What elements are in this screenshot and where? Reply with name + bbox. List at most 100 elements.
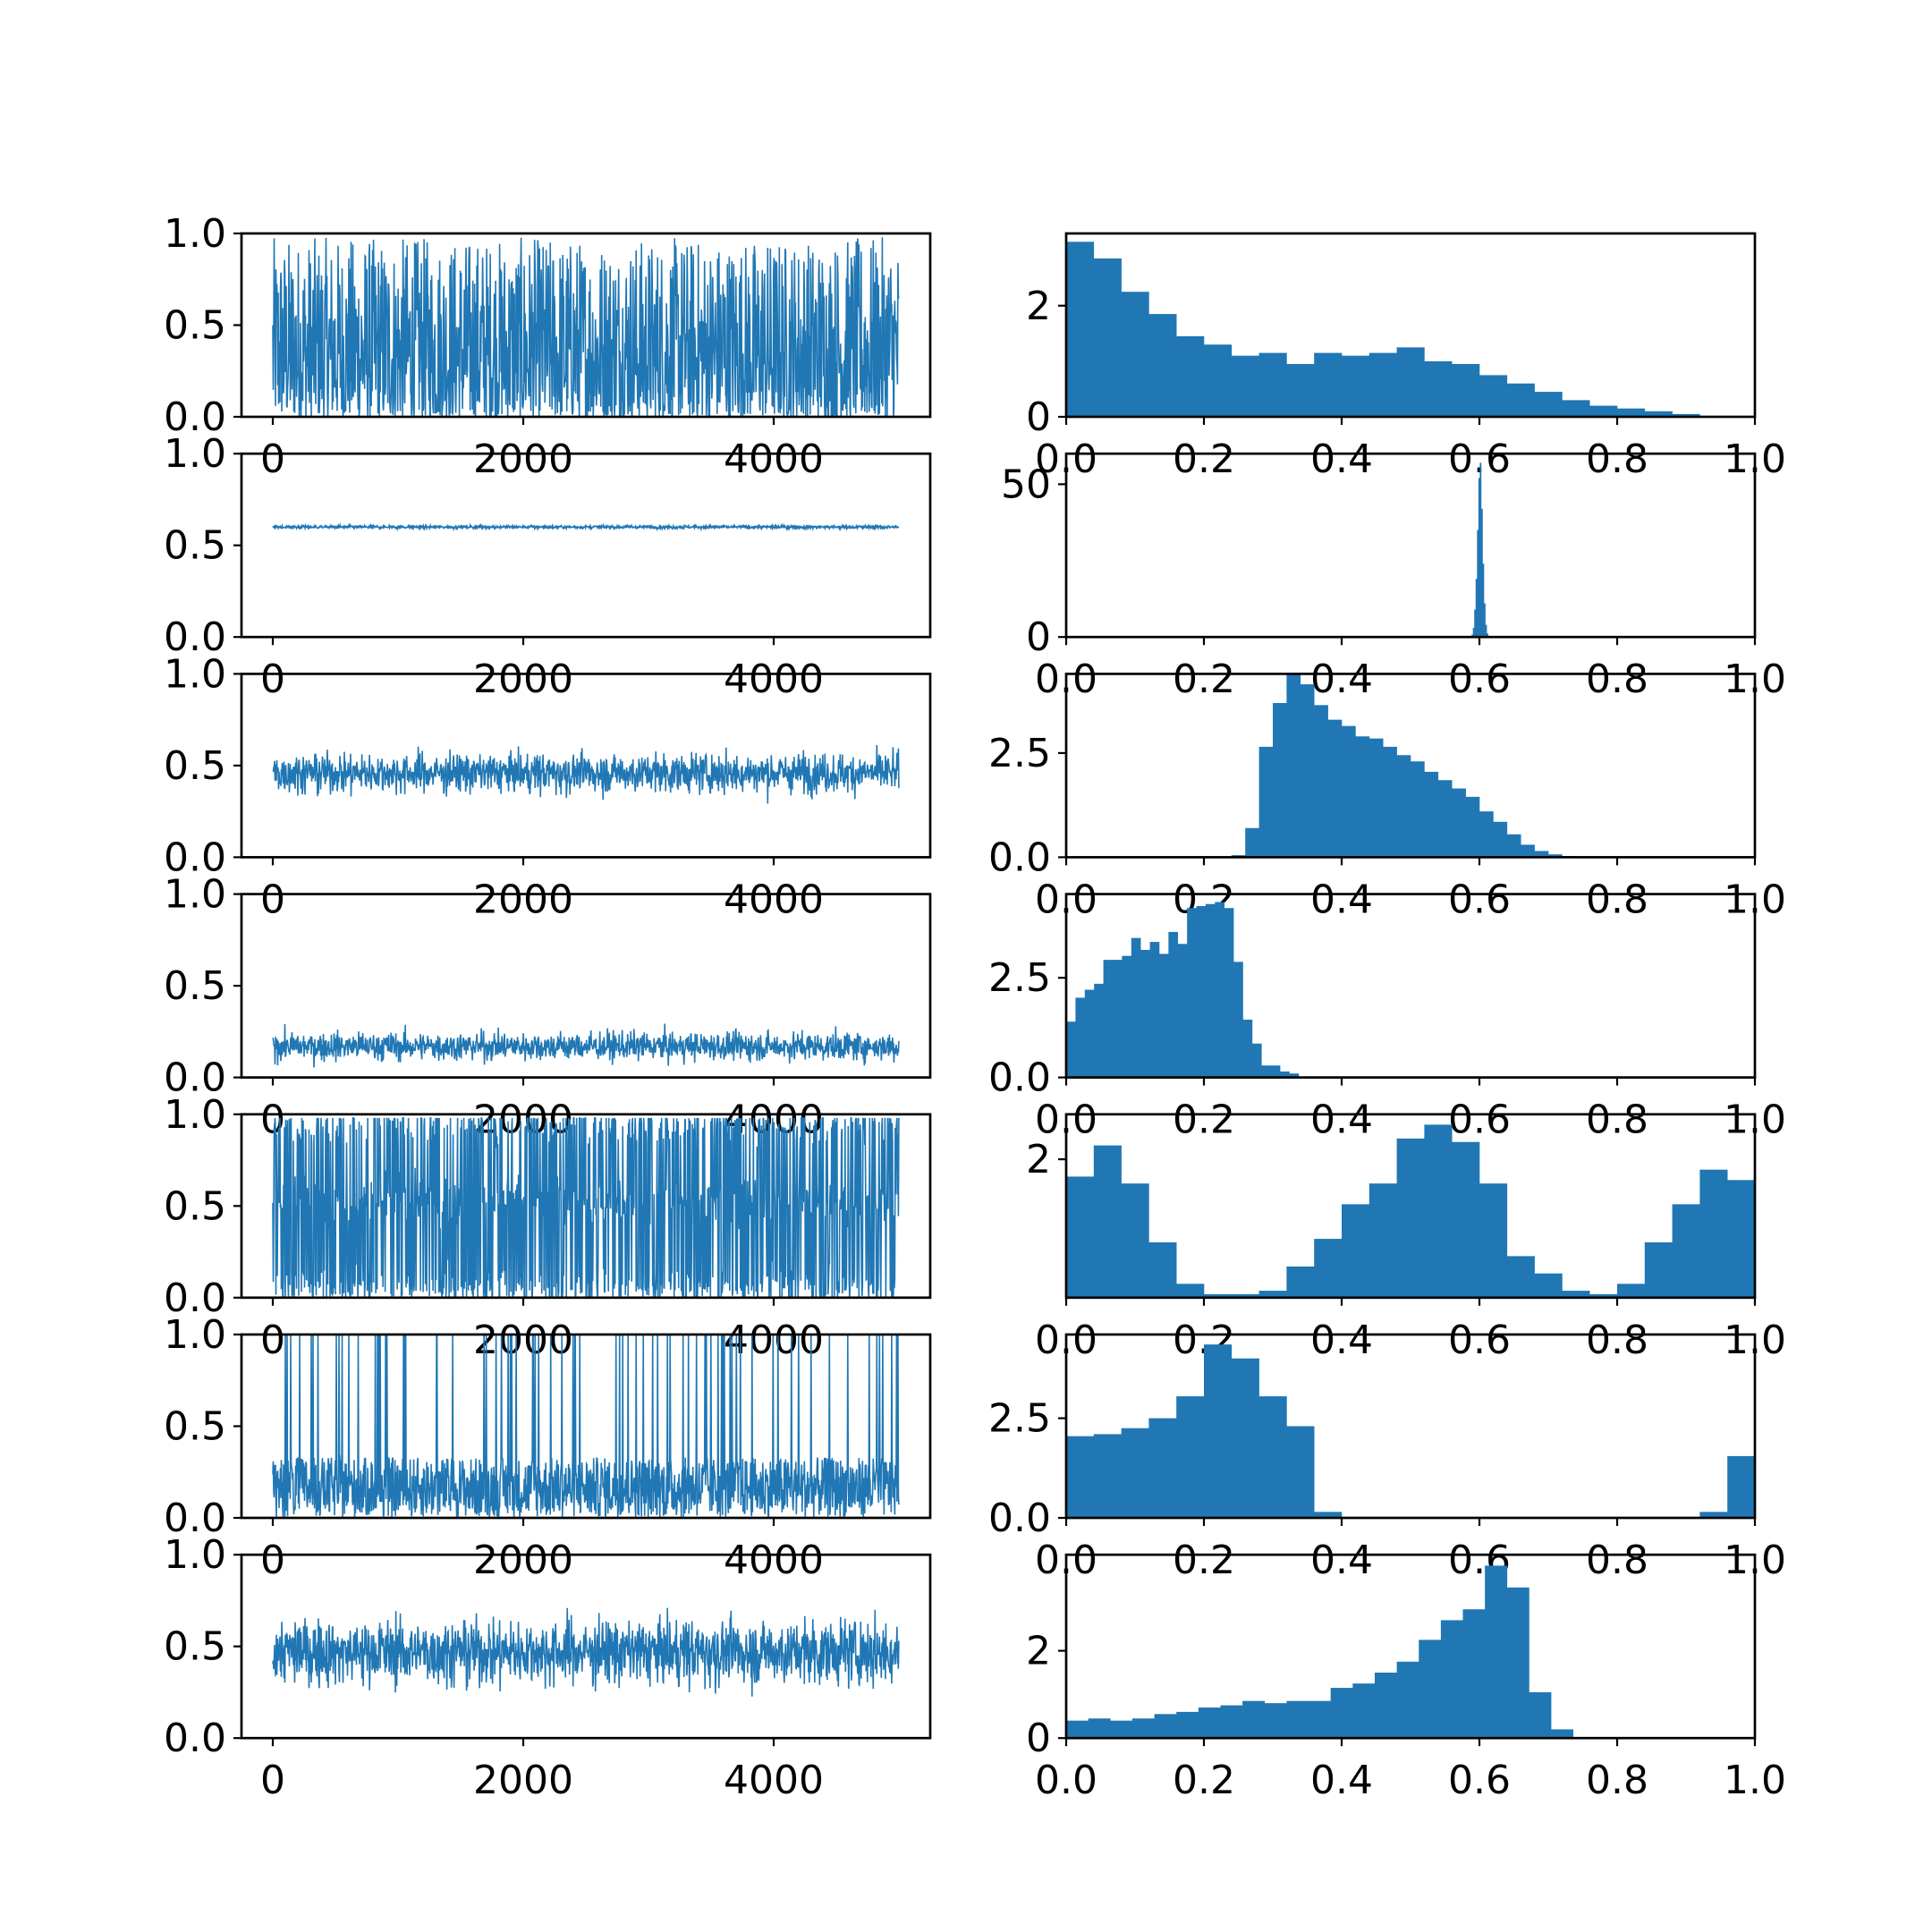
histogram-bar xyxy=(1280,1071,1290,1078)
histogram-bar xyxy=(1452,1141,1480,1298)
histogram-bar xyxy=(1261,1065,1271,1078)
histogram-bar xyxy=(1289,1073,1300,1078)
histogram-ytick-label-2-1: 0 xyxy=(1026,614,1051,660)
trace-panel-6: 0.0 0.5 1.0 0 2000 4000 xyxy=(164,1312,932,1583)
trace-xtick-label-2-1: 0 xyxy=(260,657,285,702)
histogram-bar xyxy=(1112,960,1123,1078)
trace-panel-2: 0.0 0.5 1.0 0 2000 4000 xyxy=(164,431,932,702)
histogram-bar xyxy=(1727,1455,1756,1518)
histogram-bar xyxy=(1242,1700,1266,1739)
trace-ytick-label-3-1: 0.0 xyxy=(164,835,226,880)
trace-ytick-label-1-1: 0.0 xyxy=(164,394,226,440)
histogram-xtick-label-7-2: 0.2 xyxy=(1173,1758,1235,1803)
histogram-xtick-label-6-3: 0.4 xyxy=(1310,1538,1373,1583)
histogram-bar xyxy=(1534,1273,1563,1298)
histogram-bar xyxy=(1374,1672,1397,1739)
histogram-bar xyxy=(1131,937,1141,1078)
trace-ytick-label-1-3: 1.0 xyxy=(164,211,226,257)
histogram-bar xyxy=(1084,989,1095,1078)
histogram-bar xyxy=(1479,1183,1508,1298)
histogram-xtick-label-3-4: 0.6 xyxy=(1448,877,1511,922)
histogram-bar xyxy=(1093,258,1122,417)
histogram-bar xyxy=(1204,344,1233,417)
histogram-bar xyxy=(1231,355,1259,417)
histogram-xtick-label-4-4: 0.6 xyxy=(1448,1097,1511,1143)
histogram-bar xyxy=(1482,564,1485,638)
histogram-bar xyxy=(1562,400,1590,417)
histogram-bar xyxy=(1093,1434,1122,1518)
histogram-bar xyxy=(1644,1241,1673,1298)
histogram-bar xyxy=(1355,736,1370,858)
histogram-frame-3 xyxy=(1064,673,1757,859)
histogram-bar xyxy=(1617,408,1646,417)
histogram-bar xyxy=(1094,983,1104,1078)
trace-xtick-label-3-3: 4000 xyxy=(724,877,824,922)
histogram-bar xyxy=(1176,1284,1205,1298)
histogram-bar xyxy=(1396,1661,1419,1739)
histogram-bar xyxy=(1352,1683,1376,1739)
histogram-frame-1 xyxy=(1064,232,1757,419)
histogram-xtick-label-7-3: 0.4 xyxy=(1310,1758,1373,1803)
histogram-bar xyxy=(1484,603,1486,638)
histogram-bar xyxy=(1258,352,1287,417)
histogram-bar xyxy=(1529,1691,1552,1739)
histogram-bar xyxy=(1286,1700,1309,1739)
histogram-bar xyxy=(1140,949,1150,1078)
histogram-ytick-label-5-1: 2 xyxy=(1026,1137,1051,1182)
trace-line-2 xyxy=(272,522,900,532)
histogram-bar xyxy=(1122,955,1132,1078)
trace-ytick-label-2-1: 0.0 xyxy=(164,614,226,660)
histogram-bar xyxy=(1286,1426,1315,1518)
trace-ytick-label-6-3: 1.0 xyxy=(164,1312,226,1358)
histogram-bar xyxy=(1471,634,1473,638)
histogram-frame-7 xyxy=(1064,1553,1757,1740)
histogram-bar xyxy=(1300,684,1315,858)
trace-panel-7: 0.0 0.5 1.0 0 2000 4000 xyxy=(164,1532,932,1803)
histogram-bar xyxy=(1158,953,1169,1078)
trace-line-4 xyxy=(272,1023,900,1068)
histogram-bar xyxy=(1198,1707,1221,1739)
histogram-ytick-label-6-2: 2.5 xyxy=(988,1396,1051,1442)
histogram-bar xyxy=(1231,1358,1259,1518)
histogram-xtick-label-4-5: 0.8 xyxy=(1586,1097,1648,1143)
histogram-bar xyxy=(1103,960,1114,1078)
histogram-xtick-label-3-3: 0.4 xyxy=(1310,877,1373,922)
histogram-frame-4 xyxy=(1064,893,1757,1079)
trace-xtick-label-1-3: 4000 xyxy=(724,436,824,482)
histogram-bar xyxy=(1231,1293,1259,1298)
histogram-bar xyxy=(1368,1183,1397,1298)
histogram-bar xyxy=(1176,335,1205,417)
histogram-xtick-label-7-6: 1.0 xyxy=(1724,1758,1786,1803)
histogram-bar xyxy=(1314,352,1343,417)
histogram-bar xyxy=(1485,624,1487,638)
histogram-frame-6 xyxy=(1064,1333,1757,1520)
histogram-ytick-label-6-1: 0.0 xyxy=(988,1496,1051,1541)
histogram-xtick-label-3-5: 0.8 xyxy=(1586,877,1648,922)
trace-ytick-label-2-3: 1.0 xyxy=(164,431,226,477)
histogram-xtick-label-2-3: 0.4 xyxy=(1310,657,1373,702)
histogram-ytick-label-4-2: 2.5 xyxy=(988,955,1051,1001)
histogram-ytick-label-7-2: 2 xyxy=(1026,1629,1051,1674)
histogram-bar xyxy=(1273,703,1287,858)
histogram-bar xyxy=(1258,746,1274,858)
trace-xtick-label-7-1: 0 xyxy=(260,1758,285,1803)
trace-line-6 xyxy=(272,1334,900,1520)
histogram-bar xyxy=(1088,1718,1111,1739)
trace-panel-1: 0.0 0.5 1.0 0 2000 4000 xyxy=(164,211,932,482)
histogram-bar xyxy=(1487,633,1488,638)
histogram-bar xyxy=(1699,1512,1728,1518)
histogram-panel-7: 0 2 0.0 0.2 0.4 0.6 0.8 1.0 xyxy=(1026,1553,1786,1803)
histogram-bar xyxy=(1479,811,1494,858)
histogram-xtick-label-1-5: 0.8 xyxy=(1586,436,1648,482)
histogram-bar xyxy=(1521,844,1535,858)
histogram-bar xyxy=(1314,1239,1343,1298)
histogram-ytick-label-3-2: 2.5 xyxy=(988,731,1051,776)
trace-ytick-label-5-1: 0.0 xyxy=(164,1275,226,1321)
histogram-panel-5: 20.0 0.2 0.4 0.6 0.8 1.0 xyxy=(1026,1113,1786,1363)
histogram-bar xyxy=(1187,908,1197,1078)
histogram-bar xyxy=(1154,1714,1177,1739)
histogram-xtick-label-2-2: 0.2 xyxy=(1173,657,1235,702)
histogram-bar xyxy=(1177,944,1188,1078)
histogram-bar xyxy=(1462,1609,1486,1739)
